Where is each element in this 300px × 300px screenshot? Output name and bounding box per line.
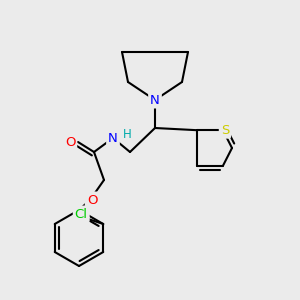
Text: Cl: Cl [75,208,88,220]
Text: S: S [221,124,229,137]
Text: N: N [150,94,160,106]
Text: O: O [65,136,75,148]
Text: O: O [87,194,97,206]
Text: H: H [123,128,131,140]
Text: N: N [108,131,118,145]
